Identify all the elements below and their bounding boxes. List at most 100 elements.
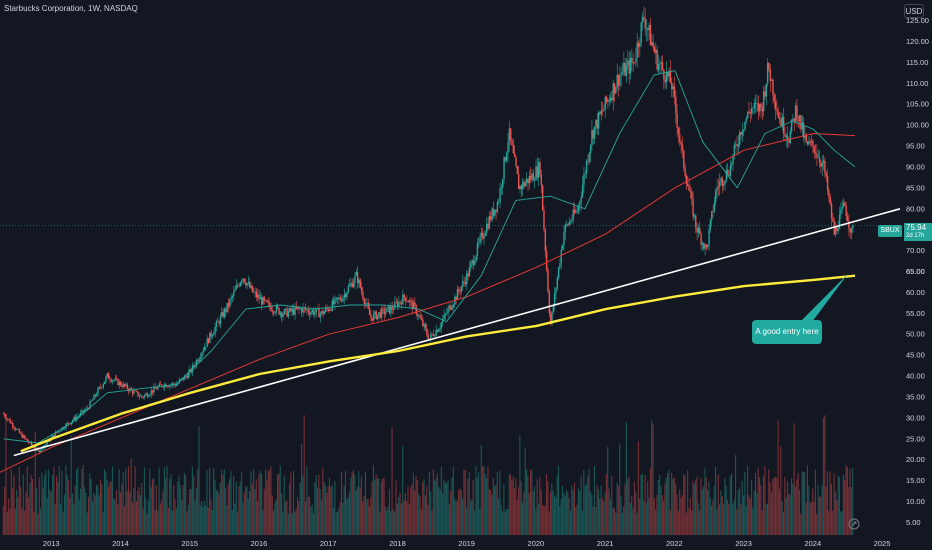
candle-body — [665, 71, 668, 83]
candle-body — [186, 376, 188, 379]
volume-bar — [687, 470, 689, 535]
candle-body — [250, 285, 252, 288]
volume-bar — [407, 486, 409, 535]
candle-body — [792, 118, 794, 120]
volume-bar — [829, 471, 831, 535]
candle-body — [372, 313, 375, 321]
candle-body — [498, 202, 500, 203]
volume-bar — [814, 469, 816, 535]
volume-bar — [135, 501, 137, 535]
time-tick-label: 2015 — [181, 539, 198, 548]
volume-bar — [475, 466, 477, 535]
volume-bar — [205, 505, 207, 535]
candle-body — [553, 293, 556, 307]
candle-body — [480, 232, 483, 237]
volume-bar — [567, 492, 569, 535]
volume-bar — [756, 493, 758, 535]
volume-bar — [527, 475, 529, 535]
volume-bar — [286, 499, 288, 535]
volume-bar — [821, 485, 823, 535]
volume-bar — [748, 494, 750, 535]
candle-body — [603, 108, 605, 112]
candle-body — [625, 64, 628, 76]
candle-body — [380, 308, 383, 318]
candle-body — [193, 365, 195, 367]
volume-bar — [247, 498, 249, 535]
candle-body — [137, 391, 139, 397]
candle-body — [495, 209, 497, 212]
candle-body — [219, 316, 222, 325]
volume-bar — [571, 485, 573, 535]
candle-body — [415, 305, 417, 315]
price-axis[interactable]: 5.00 10.00 15.00 20.00 25.00 30.00 35.00 40.00 4… — [906, 16, 929, 527]
price-tick-label: 95.00 — [906, 142, 925, 151]
candle-body — [407, 301, 409, 303]
candle-body — [382, 308, 384, 310]
candle-body — [217, 321, 219, 322]
candle-body — [375, 311, 377, 320]
volume-bar — [621, 512, 623, 535]
volume-bar — [73, 504, 75, 535]
candle-body — [549, 313, 552, 324]
candle-body — [504, 157, 507, 161]
candle-body — [745, 118, 748, 122]
volume-bar — [633, 481, 635, 535]
volume-bar — [816, 513, 818, 535]
candle-body — [119, 381, 122, 386]
replay-icon[interactable] — [848, 518, 860, 530]
volume-bar — [53, 466, 55, 535]
candle-body — [211, 335, 214, 337]
volume-bar — [414, 490, 416, 535]
candle-body — [797, 119, 799, 121]
volume-bar — [147, 500, 149, 535]
candle-body — [343, 294, 345, 298]
volume-bar — [46, 497, 48, 535]
candle-body — [680, 141, 682, 145]
candle-body — [524, 182, 527, 187]
volume-bar — [812, 488, 814, 535]
time-tick-label: 2016 — [251, 539, 268, 548]
volume-bar — [45, 470, 47, 535]
volume-bar — [830, 483, 832, 535]
candle-body — [455, 296, 457, 300]
volume-bar — [327, 486, 329, 535]
volume-bar — [499, 471, 501, 535]
candle-body — [440, 322, 443, 328]
candle-body — [705, 244, 708, 248]
candle-body — [126, 384, 128, 390]
volume-bar — [111, 466, 114, 535]
volume-bar — [226, 505, 228, 535]
candle-body — [279, 312, 282, 315]
volume-bar — [458, 490, 460, 535]
candle-body — [404, 297, 407, 302]
volume-bar — [581, 510, 584, 535]
volume-bar — [837, 475, 839, 535]
volume-bar — [269, 470, 271, 535]
candle-body — [149, 394, 151, 396]
entry-annotation[interactable]: A good entry here — [752, 320, 822, 344]
volume-bar — [629, 502, 631, 535]
candle-body — [533, 180, 536, 181]
volume-bar — [210, 499, 212, 535]
candle-body — [508, 128, 511, 143]
volume-bar — [134, 466, 136, 535]
time-axis[interactable]: 2013 2014 2015 2016 2017 2018 2019 2020 2021 2022… — [43, 539, 890, 548]
currency-button[interactable]: USD — [904, 4, 924, 18]
candle-body — [478, 242, 480, 244]
volume-bar — [8, 498, 10, 535]
volume-bar — [266, 479, 268, 535]
volume-bar — [318, 474, 320, 535]
volume-bar — [29, 482, 31, 535]
candle-body — [198, 359, 200, 362]
candle-body — [781, 116, 784, 127]
candle-body — [806, 141, 809, 145]
candle-body — [187, 372, 190, 379]
volume-bar — [103, 469, 106, 535]
candle-body — [636, 42, 638, 59]
volume-bar — [479, 509, 481, 535]
volume-bar — [56, 475, 58, 535]
candle-body — [511, 140, 513, 146]
volume-bar — [667, 472, 669, 535]
volume-bar — [607, 446, 609, 535]
